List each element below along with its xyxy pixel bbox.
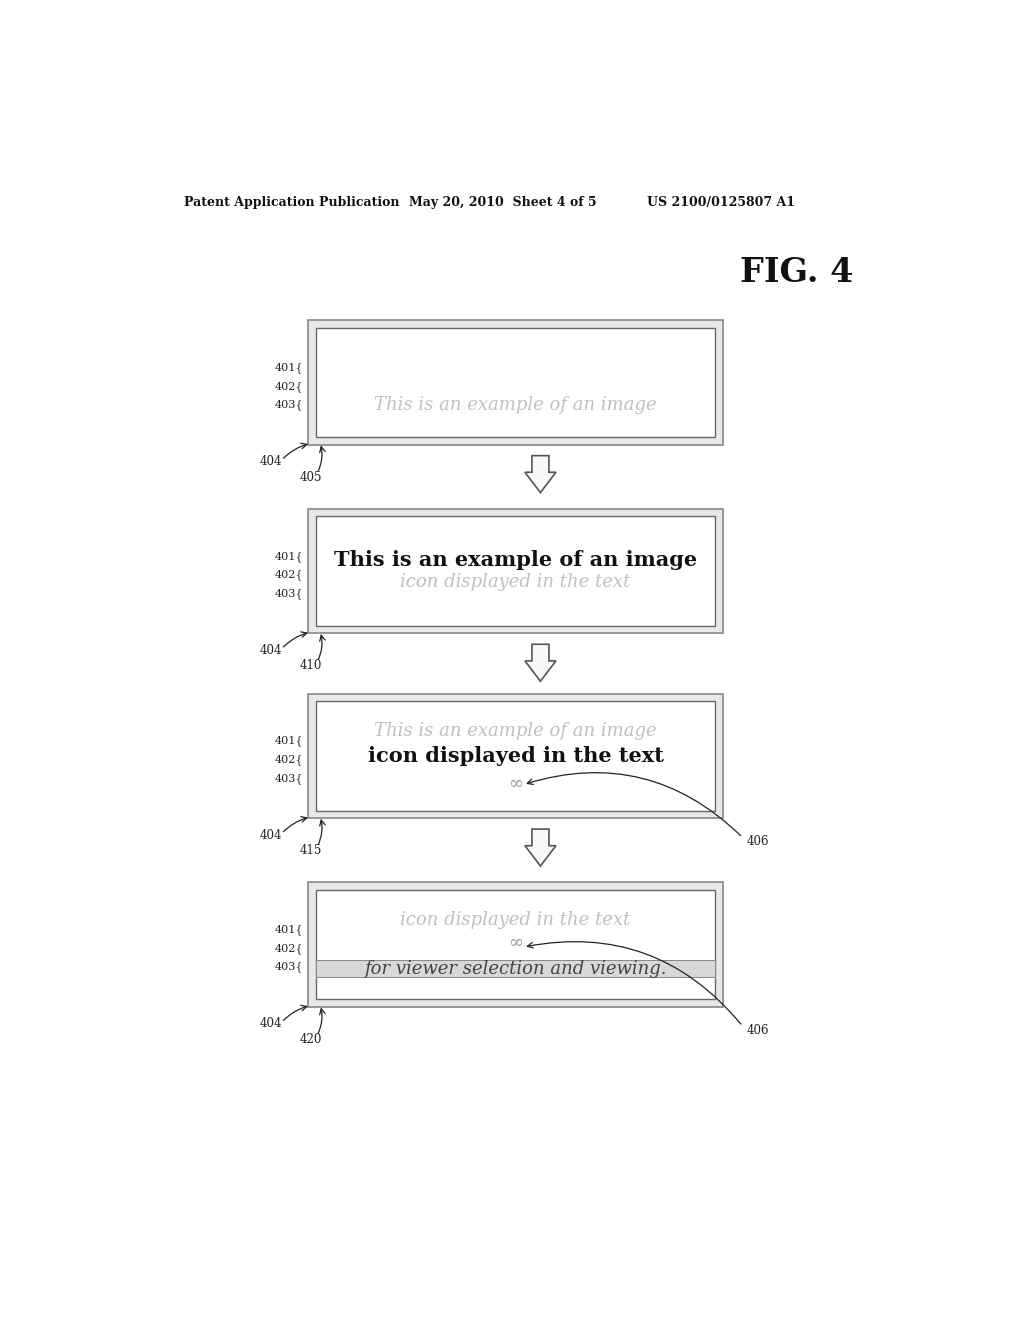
- Bar: [315, 890, 716, 999]
- Text: 404: 404: [260, 644, 283, 657]
- Text: 406: 406: [746, 1023, 769, 1036]
- Text: ∞: ∞: [508, 935, 523, 952]
- Bar: [315, 516, 716, 626]
- Bar: [308, 693, 723, 818]
- Text: 410: 410: [300, 659, 323, 672]
- Bar: [315, 327, 716, 437]
- Text: 402{: 402{: [274, 381, 303, 392]
- Text: Patent Application Publication: Patent Application Publication: [183, 195, 399, 209]
- Bar: [308, 508, 723, 634]
- Text: 415: 415: [300, 843, 323, 857]
- Text: 401{: 401{: [274, 362, 303, 372]
- Text: This is an example of an image: This is an example of an image: [374, 396, 656, 414]
- Text: This is an example of an image: This is an example of an image: [334, 550, 697, 570]
- Text: 404: 404: [260, 1018, 283, 1031]
- Text: 404: 404: [260, 829, 283, 842]
- Text: 402{: 402{: [274, 754, 303, 766]
- Text: 401{: 401{: [274, 735, 303, 746]
- Text: for viewer selection and viewing.: for viewer selection and viewing.: [365, 960, 667, 978]
- Text: 403{: 403{: [274, 400, 303, 411]
- Text: US 2100/0125807 A1: US 2100/0125807 A1: [647, 195, 796, 209]
- Text: 401{: 401{: [274, 550, 303, 561]
- Text: 402{: 402{: [274, 942, 303, 954]
- Text: 406: 406: [746, 834, 769, 847]
- Text: icon displayed in the text: icon displayed in the text: [400, 911, 631, 929]
- Text: 401{: 401{: [274, 924, 303, 935]
- Text: 404: 404: [260, 455, 283, 469]
- Polygon shape: [525, 644, 556, 681]
- Text: 403{: 403{: [274, 774, 303, 784]
- Text: 403{: 403{: [274, 962, 303, 973]
- Bar: [308, 321, 723, 445]
- Polygon shape: [525, 455, 556, 492]
- Text: icon displayed in the text: icon displayed in the text: [400, 573, 631, 591]
- Bar: [316, 960, 715, 977]
- Text: May 20, 2010  Sheet 4 of 5: May 20, 2010 Sheet 4 of 5: [410, 195, 597, 209]
- Text: icon displayed in the text: icon displayed in the text: [368, 746, 664, 766]
- Text: 403{: 403{: [274, 589, 303, 599]
- Bar: [315, 701, 716, 810]
- Text: 405: 405: [300, 471, 323, 483]
- Bar: [308, 882, 723, 1007]
- Text: 420: 420: [300, 1032, 323, 1045]
- Text: This is an example of an image: This is an example of an image: [374, 722, 656, 741]
- Text: 402{: 402{: [274, 569, 303, 581]
- Polygon shape: [525, 829, 556, 866]
- Text: ∞: ∞: [508, 775, 523, 792]
- Text: FIG. 4: FIG. 4: [740, 256, 854, 289]
